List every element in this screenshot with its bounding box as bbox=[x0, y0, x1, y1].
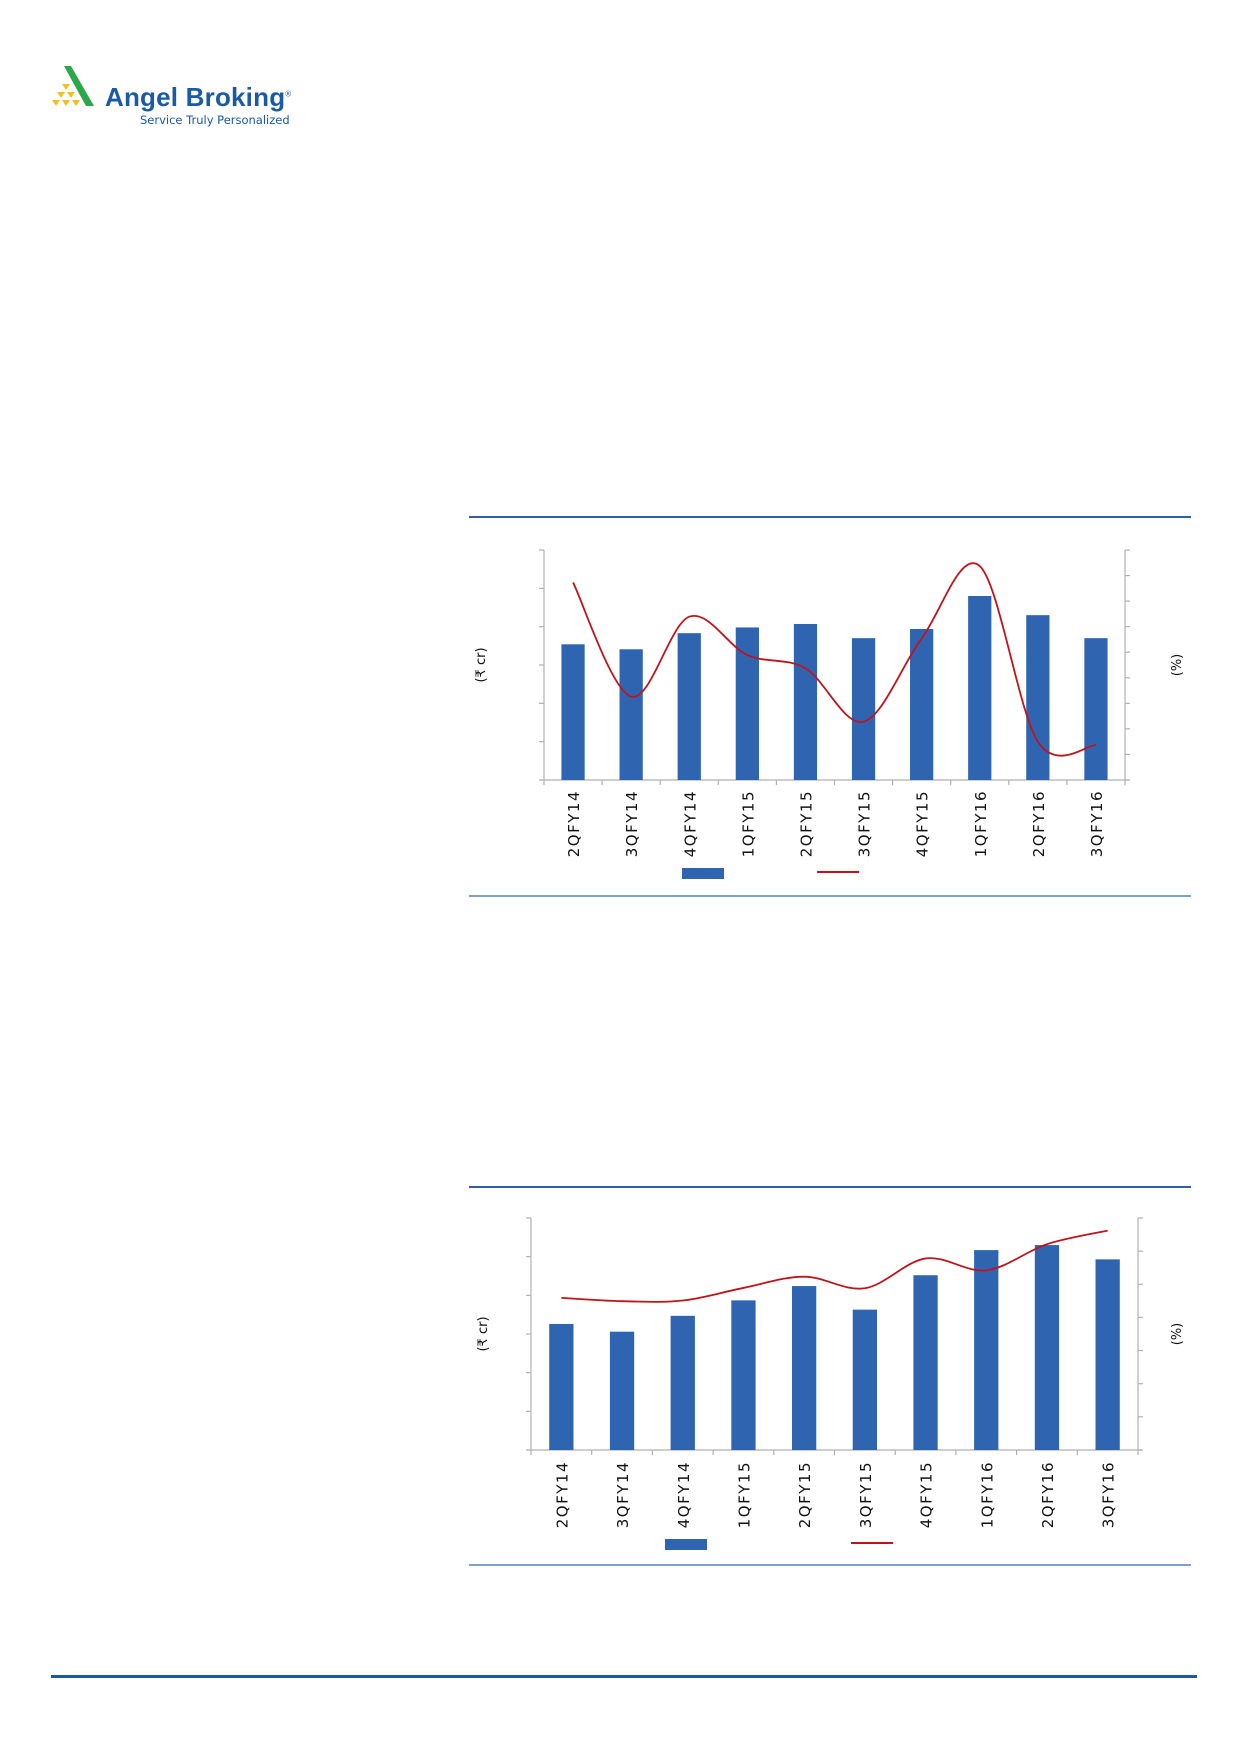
chart-2: 2QFY14 3QFY14 4QFY14 1QFY15 2QFY15 3QFY15 4QFY… bbox=[476, 1217, 1185, 1550]
logo-green-stroke bbox=[64, 66, 94, 106]
bar-3QFY14 bbox=[609, 1331, 635, 1450]
chart2-top-rule bbox=[469, 1186, 1191, 1188]
bar-1QFY16 bbox=[968, 596, 992, 780]
bar-4QFY14 bbox=[670, 1315, 695, 1450]
bar-2QFY16 bbox=[1034, 1245, 1060, 1450]
chart-1: 2QFY14 3QFY14 4QFY14 1QFY15 2QFY15 3QFY15 4QFY… bbox=[474, 549, 1185, 879]
footer-rule bbox=[51, 1675, 1197, 1678]
legend bbox=[665, 1539, 893, 1550]
x-tick-label: 2QFY14 bbox=[565, 790, 583, 857]
chart1-bottom-rule bbox=[469, 895, 1191, 897]
bar-3QFY15 bbox=[852, 1309, 877, 1450]
x-tick-label: 4QFY14 bbox=[681, 790, 699, 857]
brand-name: Angel Broking® bbox=[105, 82, 292, 112]
legend-bar-swatch bbox=[682, 868, 724, 879]
legend-bar-swatch bbox=[665, 1539, 707, 1550]
x-tick-label: 3QFY14 bbox=[623, 790, 641, 857]
bar-3QFY16 bbox=[1095, 1259, 1120, 1450]
x-tick-label: 3QFY16 bbox=[1100, 1461, 1118, 1528]
x-tick-label: 3QFY15 bbox=[857, 1461, 875, 1528]
x-tick-label: 1QFY16 bbox=[972, 790, 990, 857]
bar-2QFY14 bbox=[549, 1323, 574, 1450]
line-series bbox=[561, 1229, 1108, 1303]
x-tick-label: 2QFY14 bbox=[553, 1461, 571, 1528]
bar-3QFY16 bbox=[1084, 638, 1108, 780]
x-tick-label: 1QFY15 bbox=[735, 1461, 753, 1528]
left-axis-label: (₹ cr) bbox=[474, 647, 489, 682]
bar-1QFY15 bbox=[731, 1300, 756, 1450]
right-axis-label: (%) bbox=[1170, 1323, 1185, 1346]
x-tick-label: 3QFY15 bbox=[856, 790, 874, 857]
bar-1QFY15 bbox=[735, 627, 759, 780]
bar-2QFY15 bbox=[793, 623, 818, 780]
bar-4QFY15 bbox=[910, 628, 934, 780]
brand-tagline: Service Truly Personalized bbox=[140, 113, 290, 127]
x-tick-label: 1QFY16 bbox=[978, 1461, 996, 1528]
chart2-bottom-rule bbox=[469, 1564, 1191, 1566]
x-tick-label: 4QFY14 bbox=[675, 1461, 693, 1528]
bar-4QFY15 bbox=[913, 1275, 938, 1450]
left-axis-label: (₹ cr) bbox=[476, 1316, 491, 1351]
x-tick-label: 1QFY15 bbox=[739, 790, 757, 857]
x-tick-label: 2QFY16 bbox=[1039, 1461, 1057, 1528]
x-tick-label: 4QFY15 bbox=[918, 1461, 936, 1528]
x-tick-label: 3QFY14 bbox=[614, 1461, 632, 1528]
legend bbox=[682, 868, 859, 879]
x-tick-label: 3QFY16 bbox=[1088, 790, 1106, 857]
x-tick-label: 2QFY15 bbox=[796, 1461, 814, 1528]
chart1-top-rule bbox=[469, 516, 1191, 518]
x-tick-label: 4QFY15 bbox=[914, 790, 932, 857]
bar-1QFY16 bbox=[974, 1250, 999, 1450]
bar-3QFY14 bbox=[619, 649, 643, 780]
line-series bbox=[572, 562, 1097, 757]
bar-2QFY14 bbox=[561, 644, 585, 780]
right-axis-label: (%) bbox=[1170, 654, 1185, 677]
angel-broking-logo bbox=[52, 66, 94, 106]
bar-4QFY14 bbox=[677, 633, 701, 780]
bar-2QFY16 bbox=[1026, 615, 1050, 780]
x-tick-label: 2QFY15 bbox=[797, 790, 815, 857]
bar-2QFY15 bbox=[792, 1286, 817, 1450]
bar-3QFY15 bbox=[851, 638, 876, 780]
logo-triangles bbox=[52, 84, 80, 106]
x-tick-label: 2QFY16 bbox=[1030, 790, 1048, 857]
